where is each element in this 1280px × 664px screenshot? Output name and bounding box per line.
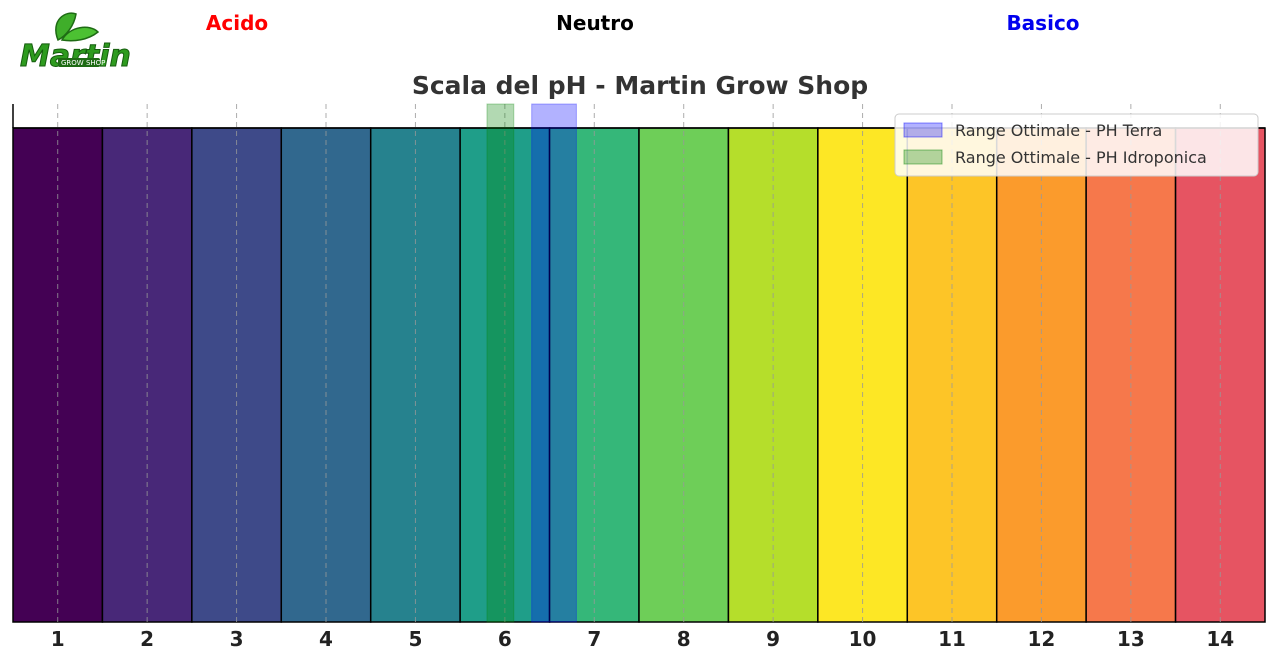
range-0 (531, 103, 577, 623)
x-tick-9: 9 (766, 627, 780, 651)
legend-box (894, 113, 1259, 177)
martin-grow-shop-logo: Martin GROW SHOP (20, 12, 131, 75)
x-tick-12: 12 (1028, 627, 1056, 651)
legend-label-terra: Range Ottimale - PH Terra (955, 121, 1162, 140)
x-tick-13: 13 (1117, 627, 1145, 651)
x-tick-10: 10 (849, 627, 877, 651)
basic-label: Basico (1006, 11, 1079, 35)
range-1 (486, 103, 515, 623)
x-tick-1: 1 (51, 627, 65, 651)
x-tick-11: 11 (938, 627, 966, 651)
x-tick-4: 4 (319, 627, 333, 651)
x-tick-6: 6 (498, 627, 512, 651)
logo-sub: GROW SHOP (61, 59, 105, 67)
legend: Range Ottimale - PH Terra Range Ottimale… (894, 113, 1259, 177)
x-tick-7: 7 (587, 627, 601, 651)
logo-banner (58, 58, 100, 67)
x-tick-3: 3 (230, 627, 244, 651)
x-tick-labels: 1 2 3 4 5 6 7 8 9 10 11 12 13 14 (51, 627, 1234, 651)
x-tick-14: 14 (1206, 627, 1234, 651)
x-tick-2: 2 (140, 627, 154, 651)
neutral-label: Neutro (556, 11, 634, 35)
x-tick-5: 5 (408, 627, 422, 651)
logo-word: Martin (20, 39, 131, 74)
acid-label: Acido (206, 11, 268, 35)
leaf-icon (60, 26, 100, 42)
legend-label-idroponica: Range Ottimale - PH Idroponica (955, 148, 1207, 167)
x-tick-8: 8 (677, 627, 691, 651)
legend-swatch-idroponica (903, 149, 943, 165)
legend-swatch-terra (903, 122, 943, 138)
optimal-ranges (486, 103, 577, 623)
chart-title: Scala del pH - Martin Grow Shop (412, 71, 868, 100)
bars (12, 104, 1266, 623)
